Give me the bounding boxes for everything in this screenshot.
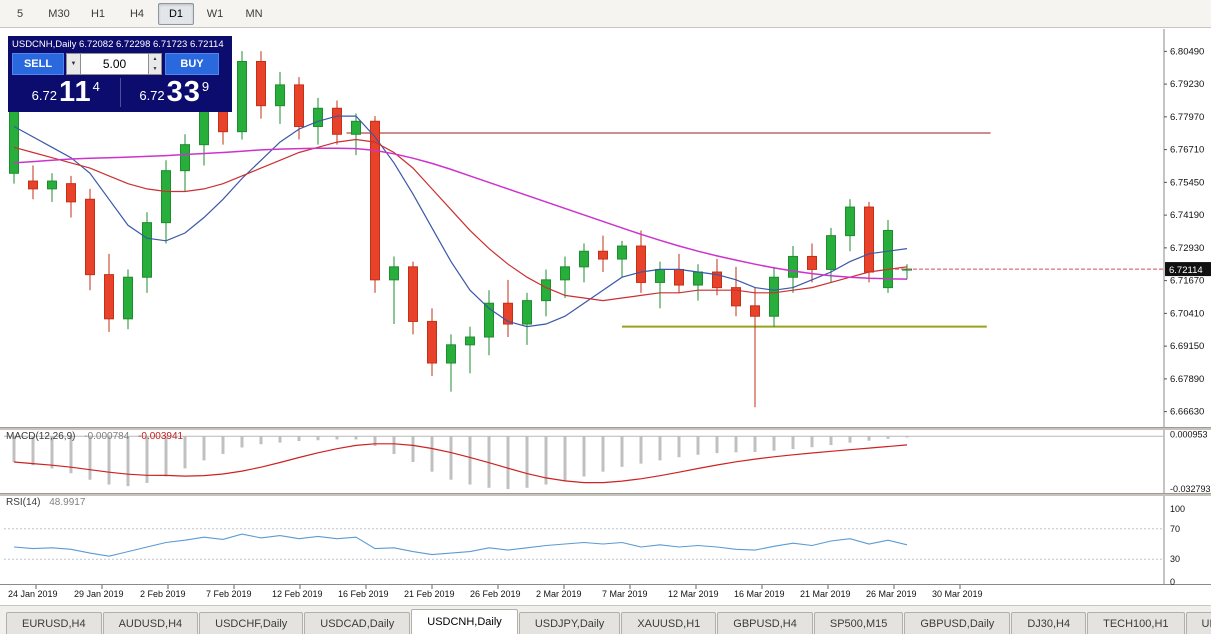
current-price-badge — [1165, 262, 1211, 277]
svg-text:6.76710: 6.76710 — [1170, 145, 1204, 156]
svg-text:6.72930: 6.72930 — [1170, 243, 1204, 254]
macd-value-main: -0.000784 — [84, 431, 130, 442]
svg-text:7 Mar 2019: 7 Mar 2019 — [602, 589, 648, 599]
timeframe-toolbar: 5 M30 H1 H4 D1 W1 MN — [0, 0, 1211, 28]
timeframe-button-d1[interactable]: D1 — [158, 2, 194, 25]
svg-text:6.79230: 6.79230 — [1170, 79, 1204, 90]
chart-tab-usdcnh-daily[interactable]: USDCNH,Daily — [411, 609, 518, 634]
rsi-line — [13, 533, 908, 557]
svg-text:6.74190: 6.74190 — [1170, 210, 1204, 221]
sell-price-prefix: 6.72 — [31, 88, 57, 103]
svg-text:6.71670: 6.71670 — [1170, 276, 1204, 287]
chart-tab-xauusd-h1[interactable]: XAUUSD,H1 — [621, 612, 717, 634]
buy-button[interactable]: BUY — [165, 53, 219, 75]
sell-button[interactable]: SELL — [12, 53, 64, 75]
chart-tab-usdchf-daily[interactable]: USDCHF,Daily — [199, 612, 304, 634]
sell-price[interactable]: 6.72 11 4 — [12, 78, 120, 107]
chart-tab-audusd-h4[interactable]: AUDUSD,H4 — [102, 612, 199, 634]
svg-text:6.80490: 6.80490 — [1170, 46, 1204, 57]
rsi-value: 48.9917 — [49, 497, 86, 508]
chart-tab-dj30-h4[interactable]: DJ30,H4 — [1011, 612, 1087, 634]
svg-text:6.70410: 6.70410 — [1170, 308, 1204, 319]
svg-text:29 Jan 2019: 29 Jan 2019 — [74, 589, 124, 599]
svg-text:21 Mar 2019: 21 Mar 2019 — [800, 589, 851, 599]
chart-tab-eurusd-h4[interactable]: EURUSD,H4 — [6, 612, 102, 634]
timeframe-button-h1[interactable]: H1 — [90, 7, 106, 20]
timeframe-button-mn[interactable]: MN — [245, 7, 263, 20]
volume-stepper[interactable]: ▲ ▼ — [149, 53, 162, 75]
svg-text:2 Feb 2019: 2 Feb 2019 — [140, 589, 186, 599]
svg-text:26 Feb 2019: 26 Feb 2019 — [470, 589, 521, 599]
one-click-trading-panel: USDCNH,Daily 6.72082 6.72298 6.71723 6.7… — [8, 36, 232, 112]
rsi-name: RSI(14) — [6, 497, 41, 508]
svg-text:6.72114: 6.72114 — [1169, 265, 1203, 276]
svg-text:70: 70 — [1170, 524, 1180, 534]
sell-price-pipette: 4 — [92, 79, 100, 94]
timeframe-button-m30[interactable]: M30 — [48, 7, 70, 20]
chart-tabbar: EURUSD,H4 AUDUSD,H4 USDCHF,Daily USDCAD,Dai… — [0, 605, 1211, 634]
candles — [9, 51, 912, 408]
volume-input[interactable] — [81, 55, 148, 73]
svg-text:16 Mar 2019: 16 Mar 2019 — [734, 589, 785, 599]
chart-tab-gbpusd-h4[interactable]: GBPUSD,H4 — [717, 612, 813, 634]
timeframe-button-h4[interactable]: H4 — [129, 7, 145, 20]
svg-text:21 Feb 2019: 21 Feb 2019 — [404, 589, 455, 599]
overlay-ma-fast — [13, 115, 908, 328]
svg-text:12 Feb 2019: 12 Feb 2019 — [272, 589, 323, 599]
svg-text:2 Mar 2019: 2 Mar 2019 — [536, 589, 582, 599]
sell-price-big: 11 — [58, 76, 92, 108]
chart-tab-ukoil-h1[interactable]: UKOil,H1 — [1185, 612, 1211, 634]
buy-price-pipette: 9 — [201, 79, 210, 94]
macd-name: MACD(12,26,9) — [6, 431, 76, 442]
chart-tab-tech100-h1[interactable]: TECH100,H1 — [1087, 612, 1185, 634]
svg-text:6.69150: 6.69150 — [1170, 341, 1204, 352]
volume-dropdown-icon[interactable]: ▼ — [66, 53, 81, 75]
macd-signal-line — [13, 443, 908, 484]
overlay-ma-medium — [13, 138, 908, 302]
svg-text:16 Feb 2019: 16 Feb 2019 — [338, 589, 389, 599]
chart-tab-sp500-m15[interactable]: SP500,M15 — [813, 612, 904, 634]
svg-text:100: 100 — [1170, 504, 1185, 514]
svg-text:12 Mar 2019: 12 Mar 2019 — [668, 589, 719, 599]
panel-splitter-rsi[interactable] — [0, 493, 1211, 496]
macd-histogram — [12, 436, 909, 490]
svg-text:6.77970: 6.77970 — [1170, 112, 1204, 123]
timeframe-button-5[interactable]: 5 — [16, 7, 24, 20]
svg-text:24 Jan 2019: 24 Jan 2019 — [8, 589, 58, 599]
chart-title: USDCNH,Daily 6.72082 6.72298 6.71723 6.7… — [12, 39, 224, 50]
chart-tab-usdjpy-daily[interactable]: USDJPY,Daily — [518, 612, 621, 634]
svg-text:-0.032793: -0.032793 — [1170, 484, 1211, 494]
svg-text:0.000953: 0.000953 — [1170, 430, 1208, 440]
svg-text:30 Mar 2019: 30 Mar 2019 — [932, 589, 983, 599]
macd-value-signal: -0.003941 — [138, 431, 184, 442]
svg-text:7 Feb 2019: 7 Feb 2019 — [206, 589, 252, 599]
chart-tab-usdcad-daily[interactable]: USDCAD,Daily — [304, 612, 411, 634]
chart-tab-gbpusd-daily[interactable]: GBPUSD,Daily — [904, 612, 1011, 634]
volume-up-icon[interactable]: ▲ — [152, 56, 158, 62]
svg-text:30: 30 — [1170, 554, 1180, 564]
svg-text:6.67890: 6.67890 — [1170, 374, 1204, 385]
svg-text:6.66630: 6.66630 — [1170, 407, 1204, 418]
macd-indicator-label: MACD(12,26,9) -0.000784 -0.003941 — [6, 431, 183, 442]
chart-canvas[interactable]: 6.80490 6.79230 6.77970 6.76710 6.75450 6.741… — [0, 29, 1211, 605]
svg-text:26 Mar 2019: 26 Mar 2019 — [866, 589, 917, 599]
svg-text:6.75450: 6.75450 — [1170, 177, 1204, 188]
buy-price-prefix: 6.72 — [139, 88, 165, 103]
overlay-ma-slow — [13, 147, 908, 280]
panel-splitter-macd[interactable] — [0, 427, 1211, 430]
timeframe-button-w1[interactable]: W1 — [206, 7, 224, 20]
buy-price[interactable]: 6.72 33 9 — [119, 76, 229, 108]
rsi-indicator-label: RSI(14) 48.9917 — [6, 497, 85, 508]
svg-text:0: 0 — [1170, 577, 1175, 587]
volume-down-icon[interactable]: ▼ — [152, 66, 158, 72]
buy-price-big: 33 — [166, 76, 201, 108]
